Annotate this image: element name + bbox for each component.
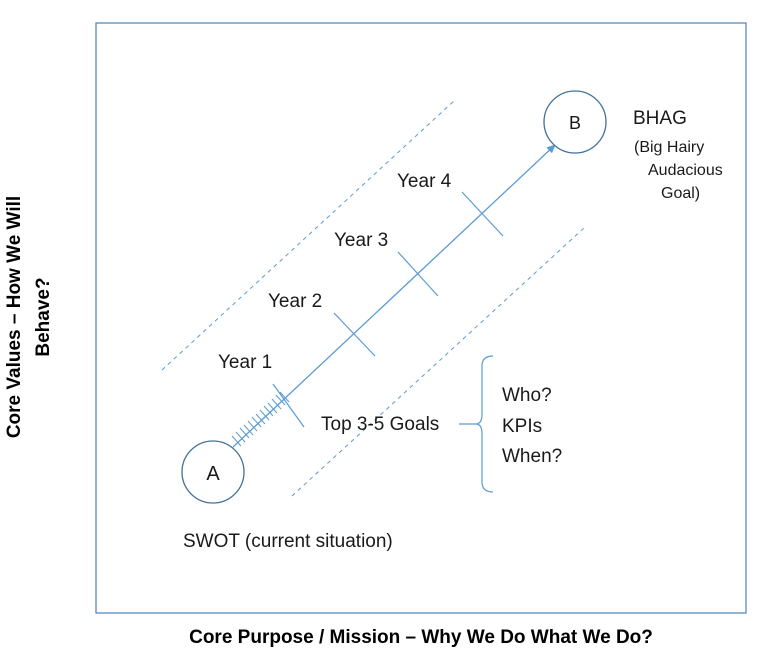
y-axis-label: Core Values – How We Will Behave? (4, 195, 54, 439)
year-3-tick (397, 251, 439, 297)
year-4-tick (461, 191, 504, 237)
year-2-tick (333, 312, 376, 357)
path-arrow (232, 144, 556, 448)
goal-item-when: When? (502, 446, 562, 467)
bhag-line-1: (Big Hairy (634, 139, 704, 156)
goal-item-who: Who? (502, 385, 552, 406)
lower-boundary-dashed-line (291, 227, 585, 497)
milestone-label-year-1: Year 1 (218, 352, 272, 373)
swot-caption: SWOT (current situation) (183, 531, 393, 552)
milestone-label-year-4: Year 4 (397, 171, 452, 192)
goals-label: Top 3-5 Goals (321, 414, 439, 435)
end-node-label: B (569, 113, 581, 133)
start-node-circle (181, 440, 245, 504)
upper-boundary-dashed-line (161, 99, 456, 371)
bhag-line-3: Goal) (661, 185, 700, 202)
milestone-label-year-3: Year 3 (334, 230, 388, 251)
bhag-line-2: Audacious (648, 162, 723, 179)
end-node-circle (543, 90, 607, 154)
early-hatch-marks (231, 391, 290, 447)
year-1-tick (272, 383, 305, 428)
goals-brace (475, 355, 494, 493)
start-node-label: A (206, 463, 220, 485)
x-axis-label: Core Purpose / Mission – Why We Do What … (189, 627, 653, 648)
goal-item-kpis: KPIs (502, 416, 542, 437)
bhag-title: BHAG (633, 108, 687, 129)
milestone-label-year-2: Year 2 (268, 291, 322, 312)
diagram-frame (95, 22, 747, 614)
